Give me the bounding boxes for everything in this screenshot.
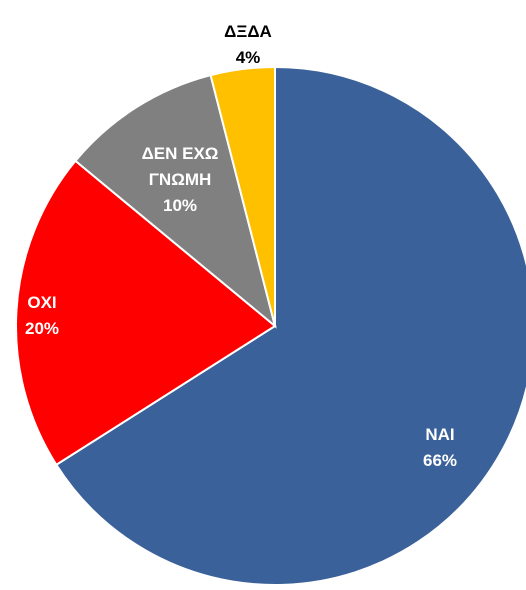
pie-slice [209, 65, 276, 327]
category-label: ΔΞΔΑ [224, 22, 272, 41]
value-label: 4% [235, 48, 261, 67]
pie-slice [15, 159, 277, 467]
value-label: 20% [24, 319, 60, 338]
value-label: 10% [162, 196, 198, 215]
category-label: ΝΑΙ [425, 425, 455, 444]
slice-label: ΝΑΙ 66% [390, 422, 490, 474]
slice-label: ΔΕΝ ΕΧΩ ΓΝΩΜΗ 10% [130, 141, 230, 219]
slice-label: ΔΞΔΑ 4% [198, 19, 298, 71]
slice-label: ΟΧΙ 20% [0, 290, 92, 342]
pie-slice [74, 73, 277, 329]
category-label: ΔΕΝ ΕΧΩ ΓΝΩΜΗ [141, 144, 219, 189]
category-label: ΟΧΙ [27, 293, 57, 312]
pie-slice [54, 65, 526, 586]
value-label: 66% [422, 451, 458, 470]
